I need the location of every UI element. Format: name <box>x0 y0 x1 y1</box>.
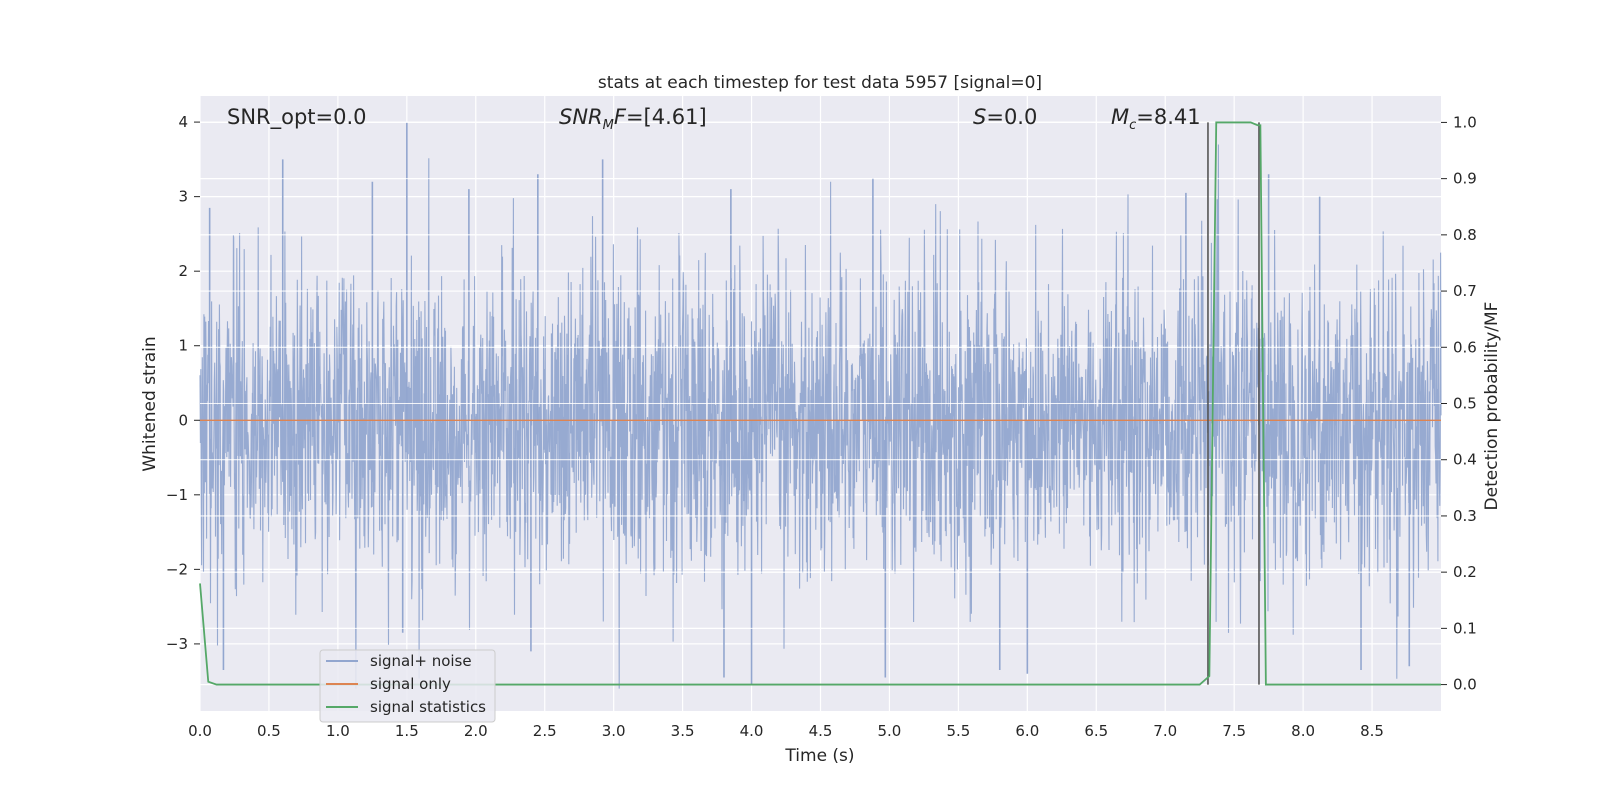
signal-statistics-series <box>199 121 1441 686</box>
annotation-snr-opt: SNR_opt=0.0 <box>227 105 367 130</box>
y-tick-label: −2 <box>166 560 188 578</box>
y-right-tick-label: 0.1 <box>1453 619 1477 637</box>
y-right-tick-label: 1.0 <box>1453 113 1477 131</box>
y-right-tick-label: 0.5 <box>1453 395 1477 413</box>
legend-box <box>319 649 496 723</box>
x-tick-label: 8.5 <box>1360 722 1384 740</box>
chart-title: stats at each timestep for test data 595… <box>598 73 1042 93</box>
y-right-tick-label: 0.3 <box>1453 507 1477 525</box>
x-tick-label: 1.5 <box>395 722 419 740</box>
y-tick-label: 3 <box>178 188 188 206</box>
y-right-tick-label: 0.9 <box>1453 170 1477 188</box>
x-tick-label: 3.5 <box>671 722 695 740</box>
y-tick-label: 1 <box>178 337 188 355</box>
x-tick-label: 2.0 <box>464 722 488 740</box>
y-right-tick-label: 0.4 <box>1453 451 1477 469</box>
signal-statistics-line <box>199 121 1441 686</box>
y-right-tick-label: 0.8 <box>1453 226 1477 244</box>
x-tick-label: 8.0 <box>1291 722 1315 740</box>
x-tick-label: 5.0 <box>878 722 902 740</box>
legend-label-signal-noise: signal+ noise <box>370 652 472 670</box>
y-axis-label: Whitened strain <box>140 336 160 471</box>
x-tick-label: 1.0 <box>326 722 350 740</box>
y-right-tick-labels: 0.0 0.1 0.2 0.3 0.4 0.5 0.6 0.7 0.8 0.9 1.0 <box>1441 113 1477 694</box>
signal-noise-line <box>199 144 1442 689</box>
annotation-snr-mf: SNRMF=[4.61] <box>559 105 707 133</box>
detection-vertical-lines <box>1207 122 1260 685</box>
x-tick-label: 3.0 <box>602 722 626 740</box>
signal-noise-series <box>199 122 1442 689</box>
x-tick-label: 0.0 <box>188 722 212 740</box>
x-tick-label: 7.0 <box>1153 722 1177 740</box>
y-tick-label: 2 <box>178 262 188 280</box>
x-axis-label: Time (s) <box>784 746 854 766</box>
x-tick-label: 4.0 <box>740 722 764 740</box>
legend-label-signal-statistics: signal statistics <box>370 698 486 716</box>
y-tick-labels: −3 −2 −1 0 1 2 3 4 <box>166 113 200 653</box>
y-tick-label: −1 <box>166 486 188 504</box>
y-right-axis-label: Detection probability/MF <box>1482 302 1502 511</box>
x-tick-label: 5.5 <box>946 722 970 740</box>
x-tick-label: 0.5 <box>257 722 281 740</box>
x-tick-labels: 0.0 0.5 1.0 1.5 2.0 2.5 3.0 3.5 4.0 4.5 5.0 5.5 6.0 6… <box>188 722 1384 740</box>
y-tick-label: −3 <box>166 635 188 653</box>
y-right-tick-label: 0.2 <box>1453 563 1477 581</box>
y-right-tick-label: 0.0 <box>1453 676 1477 694</box>
annotation-s: S=0.0 <box>973 105 1037 129</box>
x-tick-label: 6.5 <box>1084 722 1108 740</box>
annotation-mc: Mc=8.41 <box>1111 105 1201 133</box>
x-tick-label: 4.5 <box>809 722 833 740</box>
y-right-tick-label: 0.6 <box>1453 338 1477 356</box>
y-right-tick-label: 0.7 <box>1453 282 1477 300</box>
legend: signal+ noise signal only signal statist… <box>319 649 496 723</box>
x-tick-label: 6.0 <box>1015 722 1039 740</box>
y-tick-label: 0 <box>178 411 188 429</box>
legend-label-signal-only: signal only <box>370 675 451 693</box>
x-tick-label: 2.5 <box>533 722 557 740</box>
x-tick-label: 7.5 <box>1222 722 1246 740</box>
y-tick-label: 4 <box>178 113 188 131</box>
